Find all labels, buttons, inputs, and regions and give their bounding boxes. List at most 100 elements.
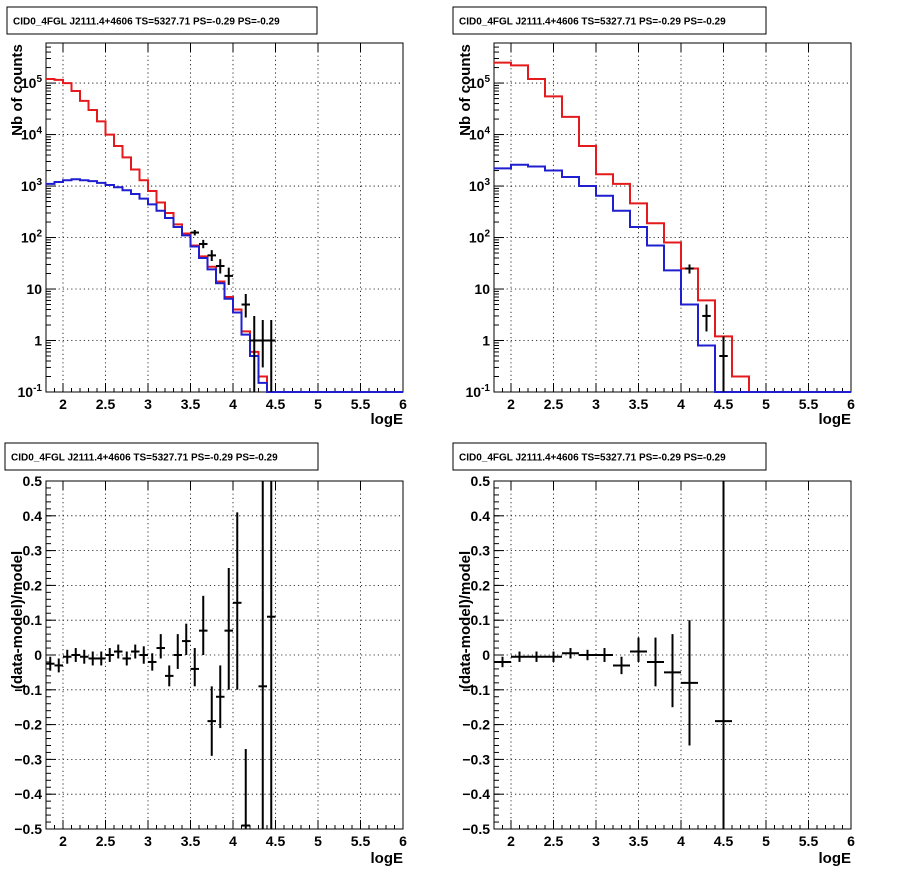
y-tick-label: 0.1 bbox=[23, 612, 43, 628]
y-tick-label: −0.5 bbox=[462, 821, 490, 837]
x-tick-label: 3.5 bbox=[629, 833, 649, 849]
data-point bbox=[182, 623, 191, 655]
series-step-line bbox=[46, 178, 403, 393]
data-point bbox=[494, 656, 511, 668]
y-tick-label: 104 bbox=[21, 126, 43, 143]
data-point bbox=[88, 651, 97, 666]
chart-title: CID0_4FGL J2111.4+4606 TS=5327.71 PS=-0.… bbox=[459, 453, 726, 464]
x-tick-label: 5 bbox=[314, 396, 322, 412]
x-tick-label: 3 bbox=[592, 833, 600, 849]
data-point bbox=[148, 653, 157, 671]
y-tick-label: 103 bbox=[21, 177, 43, 194]
data-point bbox=[156, 634, 165, 659]
x-tick-label: 3 bbox=[592, 396, 600, 412]
data-point bbox=[233, 512, 242, 690]
data-point bbox=[267, 320, 276, 392]
data-point bbox=[63, 649, 72, 664]
data-point bbox=[199, 239, 208, 249]
x-tick-label: 2.5 bbox=[96, 396, 116, 412]
x-tick-label: 3 bbox=[144, 833, 152, 849]
plot-frame bbox=[493, 42, 852, 393]
y-tick-label: 105 bbox=[469, 74, 491, 91]
y-tick-label: 10-1 bbox=[18, 383, 43, 400]
x-tick-label: 3.5 bbox=[629, 396, 649, 412]
y-tick-label: 0.2 bbox=[23, 577, 43, 593]
data-point bbox=[528, 651, 545, 662]
x-axis-label: logE bbox=[371, 850, 404, 867]
data-point bbox=[267, 481, 276, 829]
chart-title: CID0_4FGL J2111.4+4606 TS=5327.71 PS=-0.… bbox=[11, 453, 278, 464]
data-point bbox=[613, 656, 630, 675]
data-point bbox=[702, 304, 711, 332]
x-tick-label: 5.5 bbox=[799, 396, 819, 412]
x-tick-label: 2.5 bbox=[96, 833, 116, 849]
data-point bbox=[80, 649, 89, 664]
y-tick-label: 104 bbox=[469, 126, 491, 143]
y-tick-label: 0.1 bbox=[471, 612, 491, 628]
data-point bbox=[165, 665, 174, 687]
data-point bbox=[224, 568, 233, 690]
x-tick-label: 4 bbox=[229, 833, 237, 849]
data-point bbox=[207, 250, 216, 262]
y-tick-label: 0.3 bbox=[471, 543, 491, 559]
data-point bbox=[199, 595, 208, 655]
x-tick-label: 2 bbox=[59, 396, 67, 412]
data-point bbox=[596, 648, 613, 662]
y-tick-label: −0.3 bbox=[462, 751, 490, 767]
data-point bbox=[630, 637, 647, 662]
data-point bbox=[719, 336, 728, 392]
data-point bbox=[647, 637, 664, 687]
data-point bbox=[190, 648, 199, 687]
y-tick-label: 103 bbox=[469, 177, 491, 194]
data-point bbox=[71, 648, 80, 662]
y-tick-label: −0.1 bbox=[462, 682, 490, 698]
y-tick-label: 10 bbox=[26, 281, 42, 297]
data-point bbox=[131, 644, 140, 659]
data-point bbox=[54, 658, 63, 673]
data-point bbox=[664, 634, 681, 708]
x-tick-label: 3.5 bbox=[181, 833, 201, 849]
x-tick-label: 4.5 bbox=[266, 396, 286, 412]
data-point bbox=[250, 315, 259, 392]
y-axis-label: (data-model)/model bbox=[9, 551, 26, 689]
data-point bbox=[216, 259, 225, 274]
x-tick-label: 3.5 bbox=[181, 396, 201, 412]
y-tick-label: 1 bbox=[482, 333, 490, 349]
x-tick-label: 2 bbox=[507, 396, 515, 412]
data-point bbox=[545, 651, 562, 662]
y-tick-label: 0.5 bbox=[23, 473, 43, 489]
data-point bbox=[216, 665, 225, 729]
x-tick-label: 3 bbox=[144, 396, 152, 412]
plot-panel-3: CID0_4FGL J2111.4+4606 TS=5327.71 PS=-0.… bbox=[4, 442, 407, 867]
data-point bbox=[173, 634, 182, 669]
y-tick-label: 10-1 bbox=[466, 383, 491, 400]
y-tick-label: −0.2 bbox=[462, 717, 490, 733]
chart-title: CID0_4FGL J2111.4+4606 TS=5327.71 PS=-0.… bbox=[13, 17, 280, 28]
data-point bbox=[681, 620, 698, 746]
y-tick-label: 0.3 bbox=[23, 543, 43, 559]
data-point bbox=[241, 748, 250, 829]
y-tick-label: 0 bbox=[34, 647, 42, 663]
plot-panel-4: CID0_4FGL J2111.4+4606 TS=5327.71 PS=-0.… bbox=[452, 442, 855, 867]
x-tick-label: 5.5 bbox=[799, 833, 819, 849]
data-point bbox=[46, 656, 55, 671]
x-tick-label: 4.5 bbox=[266, 833, 286, 849]
series-step-line bbox=[494, 61, 851, 393]
x-tick-label: 6 bbox=[399, 833, 407, 849]
x-tick-label: 6 bbox=[399, 396, 407, 412]
title-box bbox=[6, 6, 318, 35]
plot-panel-2: CID0_4FGL J2111.4+4606 TS=5327.71 PS=-0.… bbox=[452, 6, 855, 428]
y-tick-label: 0.4 bbox=[471, 508, 491, 524]
x-axis-label: logE bbox=[371, 411, 404, 428]
y-tick-label: 102 bbox=[469, 229, 491, 246]
series-step-line bbox=[494, 163, 851, 393]
x-tick-label: 4 bbox=[677, 396, 685, 412]
x-axis-label: logE bbox=[819, 850, 852, 867]
data-point bbox=[122, 651, 131, 666]
x-tick-label: 4 bbox=[677, 833, 685, 849]
x-tick-label: 6 bbox=[847, 396, 855, 412]
data-point bbox=[685, 264, 694, 274]
x-tick-label: 2.5 bbox=[544, 396, 564, 412]
x-axis-label: logE bbox=[819, 411, 852, 428]
y-tick-label: 0.5 bbox=[471, 473, 491, 489]
